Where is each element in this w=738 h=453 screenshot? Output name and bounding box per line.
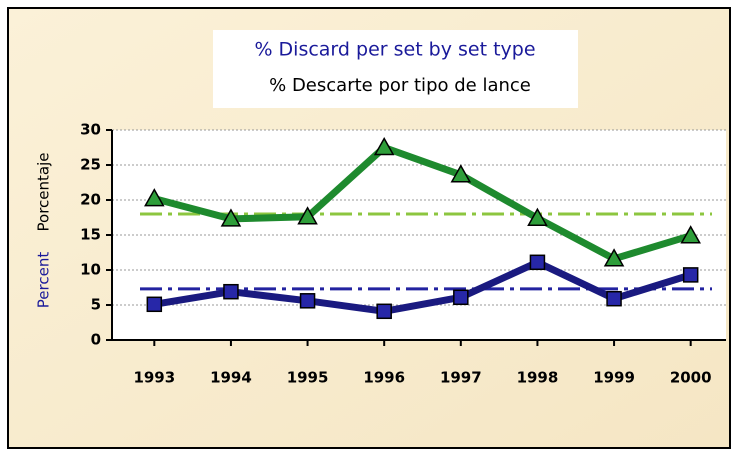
x-tick-label: 1997 bbox=[440, 369, 482, 387]
series-line bbox=[153, 144, 692, 263]
x-tick-label: 1999 bbox=[593, 369, 635, 387]
marker bbox=[376, 303, 392, 320]
chart-subtitle: % Descarte por tipo de lance bbox=[269, 75, 531, 96]
marker bbox=[450, 164, 472, 183]
x-tick-label: 1996 bbox=[363, 369, 405, 387]
x-tick-label: 1993 bbox=[133, 369, 175, 387]
marker bbox=[453, 289, 469, 306]
y-tick-label: 20 bbox=[80, 191, 101, 209]
marker bbox=[146, 296, 163, 313]
marker bbox=[529, 254, 546, 271]
chart-title: % Discard per set by set type bbox=[254, 39, 535, 61]
marker bbox=[144, 188, 165, 207]
marker bbox=[603, 248, 625, 267]
y-axis-label: Percent bbox=[35, 252, 53, 309]
y-tick-label: 10 bbox=[80, 261, 101, 279]
marker bbox=[373, 136, 395, 156]
marker bbox=[299, 293, 316, 309]
marker bbox=[682, 267, 699, 283]
y-tick-label: 25 bbox=[80, 156, 101, 174]
marker bbox=[297, 206, 318, 225]
series-line bbox=[153, 258, 692, 315]
x-tick-label: 1998 bbox=[517, 369, 559, 387]
marker bbox=[606, 290, 622, 307]
marker bbox=[223, 283, 239, 300]
marker bbox=[680, 225, 701, 244]
y-tick-label: 15 bbox=[80, 226, 101, 244]
marker bbox=[527, 207, 548, 226]
x-tick-label: 1994 bbox=[210, 369, 252, 387]
title-box bbox=[213, 30, 578, 108]
y-tick-label: 5 bbox=[91, 296, 101, 314]
marker bbox=[220, 208, 242, 227]
y-tick-label: 0 bbox=[91, 331, 101, 349]
y-axis-label-alt: Porcentaje bbox=[35, 153, 53, 232]
y-tick-label: 30 bbox=[80, 121, 101, 139]
x-tick-label: 1995 bbox=[287, 369, 329, 387]
x-tick-label: 2000 bbox=[670, 369, 712, 387]
